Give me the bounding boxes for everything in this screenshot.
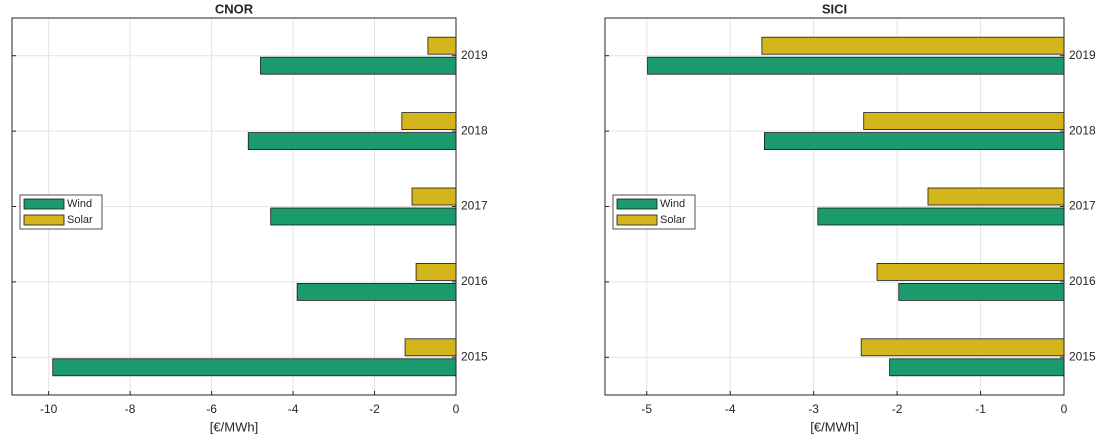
x-tick-label: -3 — [808, 402, 819, 416]
x-tick-label: -5 — [641, 402, 652, 416]
bar — [898, 282, 1065, 301]
x-tick-label: -2 — [892, 402, 903, 416]
bar — [404, 338, 457, 357]
y-tick-label: 2018 — [1069, 123, 1096, 137]
bar — [52, 358, 457, 377]
bar — [270, 207, 457, 226]
x-tick-label: -1 — [975, 402, 986, 416]
legend-label: Wind — [67, 198, 92, 210]
y-tick-label: 2016 — [1069, 274, 1096, 288]
bar — [817, 207, 1065, 226]
legend-swatch — [616, 214, 658, 226]
axes-box — [11, 17, 457, 396]
bar — [860, 338, 1065, 357]
axes-box — [604, 17, 1065, 396]
legend-swatch — [23, 198, 65, 210]
bar — [889, 358, 1065, 377]
y-tick-label: 2017 — [1069, 199, 1096, 213]
bar — [763, 132, 1065, 151]
x-tick-label: 0 — [1061, 402, 1068, 416]
y-tick-label: 2015 — [1069, 349, 1096, 363]
chart-title: SICI — [822, 1, 847, 16]
y-tick-label: 2018 — [461, 123, 488, 137]
x-tick-label: -4 — [288, 402, 299, 416]
x-tick-label: -4 — [725, 402, 736, 416]
bar — [863, 112, 1065, 130]
legend-swatch — [23, 214, 65, 226]
bar — [247, 132, 457, 151]
bar — [415, 262, 457, 281]
bar — [761, 36, 1065, 55]
y-tick-label: 2019 — [1069, 48, 1096, 62]
x-axis-label: [€/MWh] — [210, 419, 258, 434]
legend-label: Solar — [660, 214, 686, 226]
y-tick-label: 2019 — [461, 48, 488, 62]
legend-label: Solar — [67, 214, 93, 226]
x-axis-label: [€/MWh] — [810, 419, 858, 434]
legend-swatch — [616, 198, 658, 210]
legend-label: Wind — [660, 198, 685, 210]
bar — [260, 56, 457, 75]
x-tick-label: 0 — [453, 402, 460, 416]
x-tick-label: -8 — [125, 402, 136, 416]
bar — [927, 187, 1065, 206]
bar — [876, 262, 1065, 281]
bar — [647, 56, 1065, 75]
x-tick-label: -2 — [369, 402, 380, 416]
y-tick-label: 2017 — [461, 199, 488, 213]
bar — [401, 112, 457, 130]
y-tick-label: 2016 — [461, 274, 488, 288]
chart-title: CNOR — [215, 1, 254, 16]
bar — [411, 187, 457, 206]
bar — [296, 282, 457, 301]
y-tick-label: 2015 — [461, 349, 488, 363]
bar — [427, 36, 457, 55]
x-tick-label: -6 — [206, 402, 217, 416]
x-tick-label: -10 — [40, 402, 58, 416]
